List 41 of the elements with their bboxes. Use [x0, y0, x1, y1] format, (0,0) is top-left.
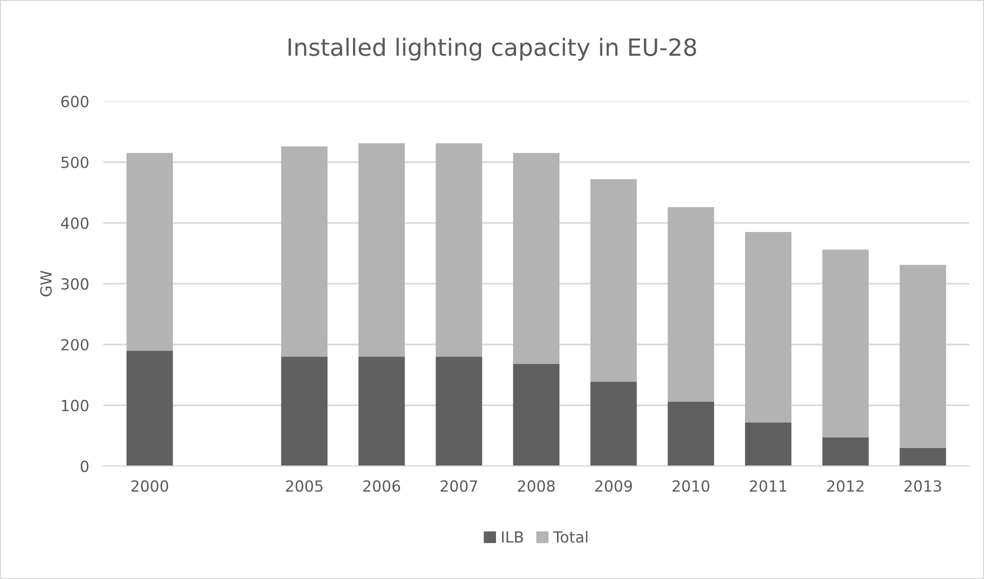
x-tick-label: 2000 — [131, 480, 168, 492]
legend-label: Total — [553, 530, 588, 543]
bar — [745, 232, 792, 422]
y-tick-label: 500 — [61, 156, 88, 168]
bar — [590, 179, 637, 382]
bar — [822, 438, 869, 466]
y-tick-label: 600 — [61, 96, 88, 108]
chart-title: Installed lighting capacity in EU-28 — [288, 38, 696, 61]
bar — [358, 143, 405, 357]
bar — [513, 153, 560, 364]
bar — [590, 382, 637, 466]
bar — [513, 364, 560, 466]
bar — [900, 264, 946, 448]
y-tick-label: 300 — [61, 278, 88, 290]
bar — [822, 250, 869, 438]
x-tick-label: 2011 — [750, 480, 786, 492]
bar — [668, 207, 714, 402]
x-tick-label: 2010 — [672, 480, 710, 492]
bar — [126, 350, 173, 466]
bar — [436, 356, 482, 466]
bar — [358, 356, 405, 466]
x-tick-label: 2007 — [440, 480, 478, 492]
y-tick-label: 0 — [80, 460, 88, 472]
y-axis-title: GW — [40, 270, 52, 296]
x-tick-label: 2006 — [363, 480, 400, 492]
bar — [126, 153, 173, 351]
legend-label: ILB — [502, 531, 523, 543]
x-tick-label: 2013 — [904, 480, 942, 492]
y-tick-label: 400 — [61, 217, 88, 229]
x-tick-label: 2005 — [286, 480, 322, 492]
bar — [900, 448, 946, 466]
bar — [745, 422, 792, 466]
bar — [281, 356, 328, 466]
bar — [668, 402, 714, 466]
y-tick-label: 100 — [62, 400, 88, 412]
bar — [436, 143, 482, 357]
y-tick-label: 200 — [61, 338, 88, 351]
bar — [281, 146, 328, 357]
x-tick-label: 2012 — [827, 480, 864, 492]
x-tick-label: 2008 — [518, 480, 555, 492]
x-tick-label: 2009 — [595, 480, 632, 492]
